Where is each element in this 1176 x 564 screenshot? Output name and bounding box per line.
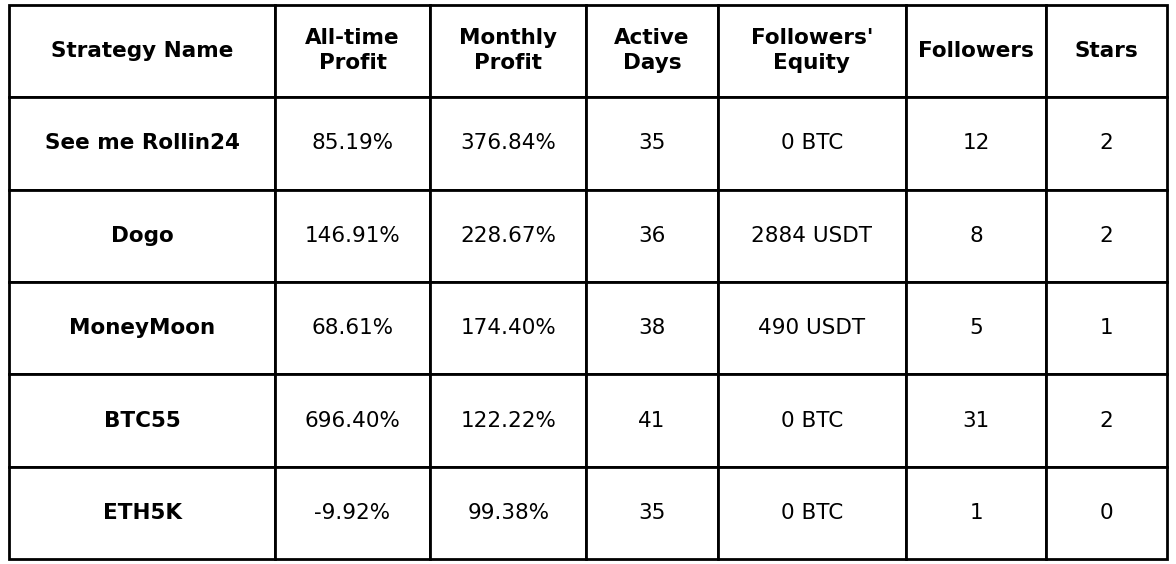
Bar: [717, 282, 907, 374]
Bar: [717, 467, 907, 559]
Bar: [907, 97, 1047, 190]
Text: 41: 41: [639, 411, 666, 431]
Bar: [907, 282, 1047, 374]
Bar: [1047, 282, 1167, 374]
Bar: [430, 467, 586, 559]
Bar: [9, 190, 275, 282]
Text: 36: 36: [639, 226, 666, 246]
Bar: [275, 5, 430, 97]
Text: Active
Days: Active Days: [614, 28, 689, 73]
Bar: [1047, 5, 1167, 97]
Text: 2884 USDT: 2884 USDT: [751, 226, 873, 246]
Text: 490 USDT: 490 USDT: [759, 318, 866, 338]
Text: 38: 38: [639, 318, 666, 338]
Text: Monthly
Profit: Monthly Profit: [460, 28, 557, 73]
Text: See me Rollin24: See me Rollin24: [45, 133, 240, 153]
Text: 174.40%: 174.40%: [461, 318, 556, 338]
Bar: [586, 282, 717, 374]
Text: 68.61%: 68.61%: [312, 318, 394, 338]
Bar: [275, 282, 430, 374]
Text: Followers'
Equity: Followers' Equity: [750, 28, 873, 73]
Bar: [586, 97, 717, 190]
Text: Stars: Stars: [1075, 41, 1138, 61]
Text: 35: 35: [639, 133, 666, 153]
Text: 12: 12: [962, 133, 990, 153]
Bar: [907, 190, 1047, 282]
Text: BTC55: BTC55: [103, 411, 180, 431]
Text: 696.40%: 696.40%: [305, 411, 401, 431]
Text: Followers: Followers: [918, 41, 1034, 61]
Text: 228.67%: 228.67%: [460, 226, 556, 246]
Text: 5: 5: [969, 318, 983, 338]
Text: 2: 2: [1100, 226, 1114, 246]
Text: 2: 2: [1100, 411, 1114, 431]
Text: ETH5K: ETH5K: [102, 503, 181, 523]
Bar: [9, 374, 275, 467]
Bar: [907, 5, 1047, 97]
Text: 0 BTC: 0 BTC: [781, 503, 843, 523]
Text: 376.84%: 376.84%: [460, 133, 556, 153]
Bar: [275, 97, 430, 190]
Text: 122.22%: 122.22%: [460, 411, 556, 431]
Bar: [907, 467, 1047, 559]
Text: 85.19%: 85.19%: [312, 133, 394, 153]
Bar: [1047, 97, 1167, 190]
Bar: [9, 282, 275, 374]
Text: 0 BTC: 0 BTC: [781, 133, 843, 153]
Text: 1: 1: [1100, 318, 1114, 338]
Bar: [9, 5, 275, 97]
Text: MoneyMoon: MoneyMoon: [69, 318, 215, 338]
Bar: [9, 97, 275, 190]
Text: All-time
Profit: All-time Profit: [306, 28, 400, 73]
Text: 31: 31: [962, 411, 990, 431]
Bar: [430, 97, 586, 190]
Bar: [717, 97, 907, 190]
Text: Dogo: Dogo: [111, 226, 173, 246]
Text: 2: 2: [1100, 133, 1114, 153]
Bar: [430, 190, 586, 282]
Text: 8: 8: [969, 226, 983, 246]
Bar: [1047, 374, 1167, 467]
Bar: [717, 190, 907, 282]
Bar: [430, 282, 586, 374]
Bar: [1047, 190, 1167, 282]
Text: 99.38%: 99.38%: [467, 503, 549, 523]
Bar: [1047, 467, 1167, 559]
Text: 146.91%: 146.91%: [305, 226, 400, 246]
Bar: [586, 374, 717, 467]
Bar: [717, 374, 907, 467]
Bar: [275, 190, 430, 282]
Text: 0 BTC: 0 BTC: [781, 411, 843, 431]
Bar: [907, 374, 1047, 467]
Bar: [275, 467, 430, 559]
Text: -9.92%: -9.92%: [314, 503, 390, 523]
Bar: [586, 5, 717, 97]
Bar: [586, 190, 717, 282]
Text: Strategy Name: Strategy Name: [51, 41, 233, 61]
Text: 0: 0: [1100, 503, 1114, 523]
Bar: [275, 374, 430, 467]
Text: 35: 35: [639, 503, 666, 523]
Bar: [586, 467, 717, 559]
Bar: [9, 467, 275, 559]
Bar: [430, 5, 586, 97]
Bar: [430, 374, 586, 467]
Bar: [717, 5, 907, 97]
Text: 1: 1: [969, 503, 983, 523]
